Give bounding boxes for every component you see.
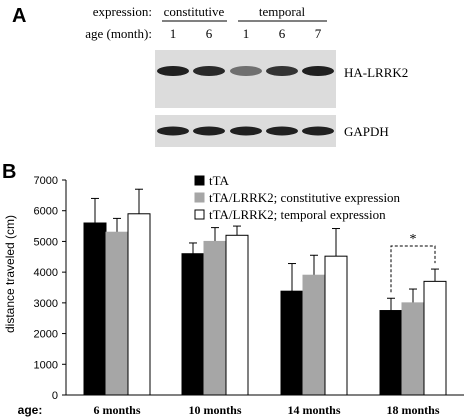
legend-swatch-constitutive	[194, 192, 205, 203]
y-tick-label: 1000	[34, 359, 58, 371]
x-category-label: 6 months	[93, 403, 140, 417]
legend-label-temporal: tTA/LRRK2; temporal expression	[209, 207, 386, 222]
blot-gapdh-label: GAPDH	[344, 124, 389, 139]
age-month-label: age (month):	[85, 26, 152, 41]
panel-a-label: A	[12, 5, 26, 27]
y-tick-label: 6000	[34, 206, 58, 218]
y-tick-label: 5000	[34, 236, 58, 248]
blot-ha-lrrk2-label: HA-LRRK2	[344, 65, 408, 80]
x-category-label: 10 months	[188, 403, 241, 417]
band-gapdh-lane-4	[266, 126, 298, 136]
group-label-constitutive: constitutive	[164, 4, 225, 19]
y-tick-label: 4000	[34, 267, 58, 279]
y-tick-label: 0	[52, 390, 58, 402]
blot-gapdh	[155, 115, 336, 147]
legend-label-constitutive: tTA/LRRK2; constitutive expression	[209, 190, 401, 205]
x-category-label: 14 months	[287, 403, 340, 417]
y-tick-label: 3000	[34, 298, 58, 310]
y-axis: 0 1000 2000 3000 4000 5000 6000 7000	[34, 175, 66, 402]
x-axis-labels: 6 months 10 months 14 months 18 months	[93, 403, 439, 417]
bar-tta-4	[379, 310, 403, 396]
blot-ha-lrrk2	[155, 50, 336, 108]
lane-age-3: 1	[243, 26, 250, 41]
blot-ha-lrrk2-membrane	[155, 50, 336, 108]
legend: tTA tTA/LRRK2; constitutive expression t…	[194, 173, 401, 222]
y-tick-label: 2000	[34, 329, 58, 341]
legend-swatch-temporal	[194, 209, 205, 220]
expression-label: expression:	[93, 4, 152, 19]
band-ha-lrrk2-lane-5	[302, 66, 334, 76]
y-axis-title: distance traveled (cm)	[3, 215, 17, 333]
bar-temporal-3	[324, 255, 348, 396]
y-tick-label: 7000	[34, 175, 58, 187]
group-label-temporal: temporal	[259, 4, 306, 19]
bar-constitutive-3	[302, 274, 326, 396]
bar-constitutive-1	[105, 231, 129, 396]
panel-b-label: B	[2, 161, 16, 183]
bar-temporal-1	[127, 213, 151, 396]
bar-temporal-4	[423, 280, 447, 396]
bar-tta-1	[83, 222, 107, 396]
legend-swatch-tta	[194, 175, 205, 186]
lane-age-5: 7	[315, 26, 322, 41]
band-ha-lrrk2-lane-3	[230, 66, 262, 76]
x-category-label: 18 months	[386, 403, 439, 417]
x-axis-prefix-age: age:	[18, 403, 43, 417]
band-gapdh-lane-5	[302, 126, 334, 136]
bar-constitutive-4	[401, 302, 425, 396]
bar-temporal-2	[225, 234, 249, 396]
lane-age-2: 6	[206, 26, 213, 41]
band-gapdh-lane-2	[193, 126, 225, 136]
lane-age-1: 1	[170, 26, 177, 41]
bar-constitutive-2	[203, 240, 227, 396]
band-gapdh-lane-3	[230, 126, 262, 136]
band-gapdh-lane-1	[157, 126, 189, 136]
band-ha-lrrk2-lane-2	[193, 66, 225, 76]
band-ha-lrrk2-lane-4	[266, 66, 298, 76]
band-ha-lrrk2-lane-1	[157, 66, 189, 76]
legend-label-tta: tTA	[209, 173, 230, 188]
significance-star: *	[410, 232, 417, 247]
bar-tta-2	[181, 253, 205, 396]
bar-tta-3	[280, 290, 304, 396]
lane-age-4: 6	[279, 26, 286, 41]
